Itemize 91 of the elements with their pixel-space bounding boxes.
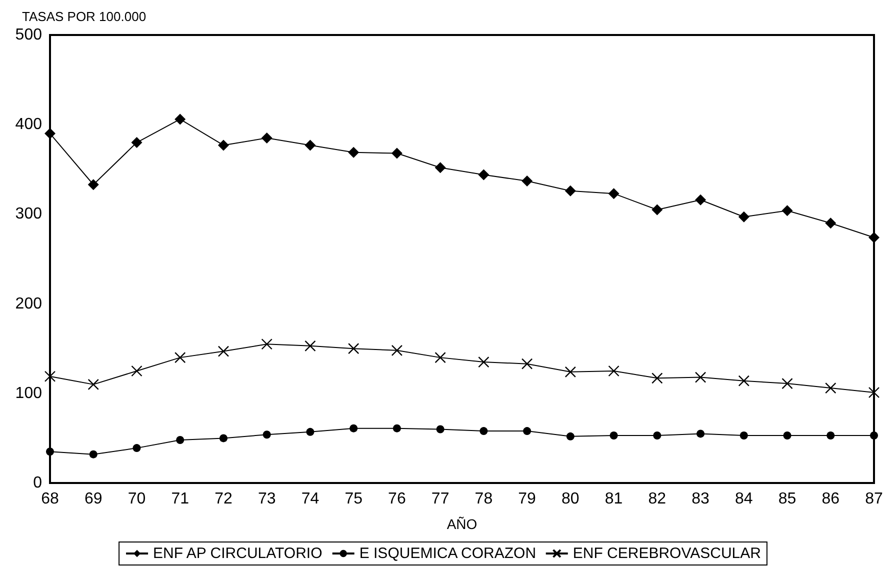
point [480,427,488,436]
point [261,132,272,144]
point [131,365,142,377]
point [738,375,750,386]
point [521,358,533,370]
x-tick-label: 75 [344,490,363,508]
x-tick-label: 73 [258,490,276,508]
point [566,432,574,440]
point [782,378,793,390]
y-tick-label: 200 [15,295,42,312]
point [350,424,358,432]
point [88,179,99,190]
point [218,346,230,357]
point [391,344,403,356]
point [783,432,792,440]
legend-label: ENF AP CIRCULATORIO [153,545,322,562]
point [131,137,142,148]
point [88,378,99,390]
legend-label: E ISQUEMICA CORAZON [359,545,536,562]
x-tick-label: 85 [778,490,796,508]
point [694,372,706,383]
x-tick-label: 79 [518,490,536,508]
point [870,432,878,440]
point [44,370,56,382]
point [434,352,446,364]
point [434,162,446,174]
point [348,146,360,158]
point [608,188,620,200]
point [176,436,184,444]
x-tick-label: 82 [648,490,666,508]
point [652,204,663,216]
point [826,432,835,440]
point [261,338,272,350]
x-tick-label: 76 [388,490,406,508]
point [868,232,880,243]
point [610,432,618,440]
point [782,205,793,216]
x-tick-label: 87 [865,490,883,508]
point [89,450,98,458]
point [608,365,620,377]
point [174,114,186,125]
point [219,434,228,442]
point [44,128,56,140]
point [436,425,444,434]
x-tick-label: 70 [128,490,146,508]
y-tick-label: 0 [33,474,42,492]
legend-label: ENF CEREBROVASCULAR [572,545,762,562]
x-tick-label: 77 [431,490,450,508]
point [652,372,663,384]
point [740,432,748,440]
x-tick-label: 68 [41,490,59,508]
point [653,432,662,440]
x-tick-label: 80 [562,490,580,508]
y-tick-label: 400 [15,116,42,134]
point [262,430,271,439]
point [478,169,490,180]
point [478,356,490,368]
x-tick-label: 71 [171,490,190,508]
x-tick-label: 86 [822,490,840,508]
point [564,185,576,196]
point [564,366,576,378]
x-tick-label: 81 [604,490,623,508]
x-tick-label: 78 [474,490,493,508]
point [522,176,533,187]
x-tick-label: 74 [301,490,320,508]
point [825,218,836,229]
x-tick-label: 83 [692,490,710,508]
point [391,148,402,159]
point [218,140,229,151]
point [523,427,532,436]
y-tick-label: 300 [15,206,42,223]
point [392,424,401,432]
point [46,448,54,456]
y-tick-label: 100 [15,384,42,402]
x-tick-label: 69 [84,490,102,508]
point [696,430,705,438]
point [348,343,360,354]
point [695,194,706,206]
y-tick-label: 500 [15,26,42,44]
point [868,386,880,398]
y-axis-title: TASAS POR 100.000 [22,9,146,24]
x-axis-title: AÑO [446,516,478,532]
point [825,382,836,394]
x-tick-label: 72 [214,490,232,508]
x-tick-label: 84 [734,490,753,508]
point [304,140,316,151]
point [132,444,141,452]
point [738,211,750,222]
point [174,352,186,364]
point [304,340,316,352]
point [306,428,314,436]
